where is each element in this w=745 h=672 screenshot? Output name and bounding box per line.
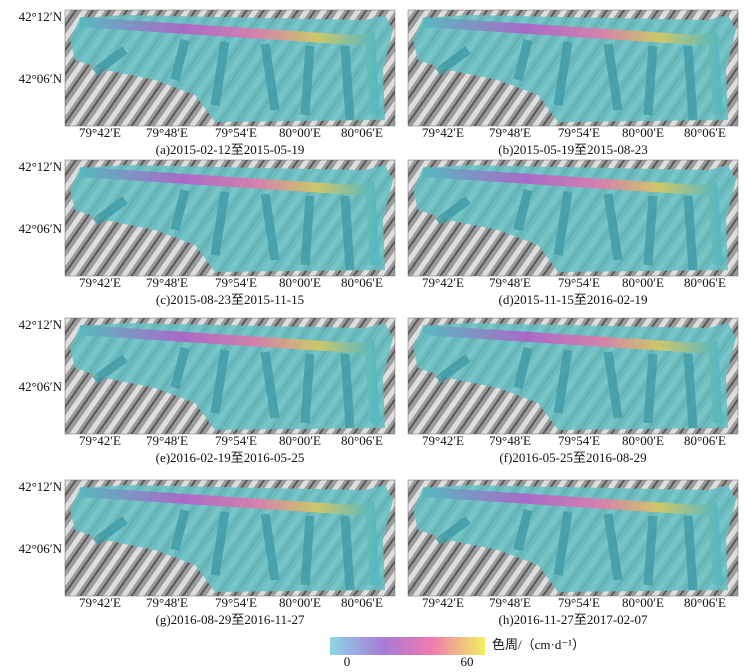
map-panel	[64, 9, 396, 127]
x-axis-label: 80°00′E	[279, 433, 321, 448]
x-axis-label: 80°00′E	[622, 433, 664, 448]
tributaries	[435, 38, 698, 121]
x-axis-label: 79°54′E	[558, 433, 600, 448]
panel-caption: (h)2016-11-27至2017-02-07	[499, 612, 648, 627]
tributaries	[92, 38, 355, 121]
x-axis-label: 79°48′E	[146, 275, 188, 290]
main-trunk	[422, 487, 723, 586]
x-axis-label: 79°42′E	[422, 595, 464, 610]
main-trunk	[422, 17, 723, 116]
colorbar	[330, 637, 485, 655]
x-axis-label: 80°06′E	[684, 125, 726, 140]
panel-frame	[64, 159, 396, 277]
y-axis-label: 42°06′N	[19, 71, 63, 86]
x-axis-label: 80°06′E	[341, 433, 383, 448]
tributaries	[435, 188, 698, 271]
x-axis-label: 80°00′E	[622, 275, 664, 290]
x-axis-label: 79°42′E	[79, 275, 121, 290]
x-axis-label: 79°48′E	[489, 433, 531, 448]
x-axis-label: 79°48′E	[146, 595, 188, 610]
x-axis-label: 79°54′E	[215, 275, 257, 290]
main-trunk	[422, 325, 723, 424]
map-panel	[407, 159, 739, 277]
x-axis-label: 80°06′E	[684, 275, 726, 290]
colorbar-tick: 0	[344, 654, 351, 669]
y-axis-label: 42°12′N	[19, 479, 63, 494]
colorbar-label: 色周/（cm·d⁻¹）	[492, 637, 585, 652]
x-axis-label: 80°06′E	[684, 433, 726, 448]
x-axis-label: 79°54′E	[215, 595, 257, 610]
panel-caption: (c)2015-08-23至2015-11-15	[156, 292, 304, 307]
x-axis-label: 80°00′E	[622, 125, 664, 140]
x-axis-label: 79°54′E	[558, 595, 600, 610]
map-panel	[64, 479, 396, 597]
panel-frame	[407, 479, 739, 597]
x-axis-label: 80°06′E	[341, 125, 383, 140]
panel-frame	[407, 9, 739, 127]
panel-caption: (d)2015-11-15至2016-02-19	[499, 292, 648, 307]
x-axis-label: 79°42′E	[79, 433, 121, 448]
x-axis-label: 80°00′E	[279, 595, 321, 610]
x-axis-label: 79°54′E	[215, 433, 257, 448]
x-axis-label: 79°42′E	[79, 595, 121, 610]
x-axis-label: 79°54′E	[558, 275, 600, 290]
x-axis-label: 79°48′E	[146, 125, 188, 140]
y-axis-label: 42°12′N	[19, 9, 63, 24]
tributaries	[92, 188, 355, 271]
x-axis-label: 80°00′E	[279, 275, 321, 290]
panel-caption: (f)2016-05-25至2016-08-29	[499, 450, 646, 465]
x-axis-label: 79°42′E	[422, 125, 464, 140]
x-axis-label: 80°00′E	[279, 125, 321, 140]
y-axis-label: 42°12′N	[19, 317, 63, 332]
y-axis-label: 42°12′N	[19, 159, 63, 174]
panel-frame	[64, 479, 396, 597]
tributaries	[435, 508, 698, 591]
x-axis-label: 80°06′E	[684, 595, 726, 610]
panel-caption: (g)2016-08-29至2016-11-27	[156, 612, 305, 627]
x-axis-label: 79°48′E	[489, 125, 531, 140]
colorbar-tick: 60	[461, 654, 474, 669]
tributaries	[435, 346, 698, 429]
main-trunk	[79, 325, 380, 424]
main-trunk	[79, 167, 380, 266]
x-axis-label: 79°48′E	[489, 595, 531, 610]
x-axis-label: 79°48′E	[489, 275, 531, 290]
map-panel	[407, 317, 739, 435]
tributaries	[92, 346, 355, 429]
x-axis-label: 79°54′E	[558, 125, 600, 140]
x-axis-label: 79°42′E	[79, 125, 121, 140]
panel-caption: (b)2015-05-19至2015-08-23	[498, 142, 647, 157]
y-axis-label: 42°06′N	[19, 379, 63, 394]
y-axis-label: 42°06′N	[19, 221, 63, 236]
x-axis-label: 80°06′E	[341, 275, 383, 290]
panel-caption: (a)2015-02-12至2015-05-19	[156, 142, 305, 157]
panel-frame	[64, 317, 396, 435]
x-axis-label: 79°42′E	[422, 433, 464, 448]
map-panel	[407, 9, 739, 127]
panel-frame	[407, 159, 739, 277]
panel-frame	[64, 9, 396, 127]
x-axis-label: 80°06′E	[341, 595, 383, 610]
panel-frame	[407, 317, 739, 435]
y-axis-label: 42°06′N	[19, 541, 63, 556]
main-trunk	[79, 17, 380, 116]
x-axis-label: 80°00′E	[622, 595, 664, 610]
main-trunk	[79, 487, 380, 586]
x-axis-label: 79°54′E	[215, 125, 257, 140]
x-axis-label: 79°42′E	[422, 275, 464, 290]
tributaries	[92, 508, 355, 591]
map-panel	[64, 317, 396, 435]
x-axis-label: 79°48′E	[146, 433, 188, 448]
map-panel	[407, 479, 739, 597]
panel-caption: (e)2016-02-19至2016-05-25	[156, 450, 305, 465]
main-trunk	[422, 167, 723, 266]
map-panel	[64, 159, 396, 277]
